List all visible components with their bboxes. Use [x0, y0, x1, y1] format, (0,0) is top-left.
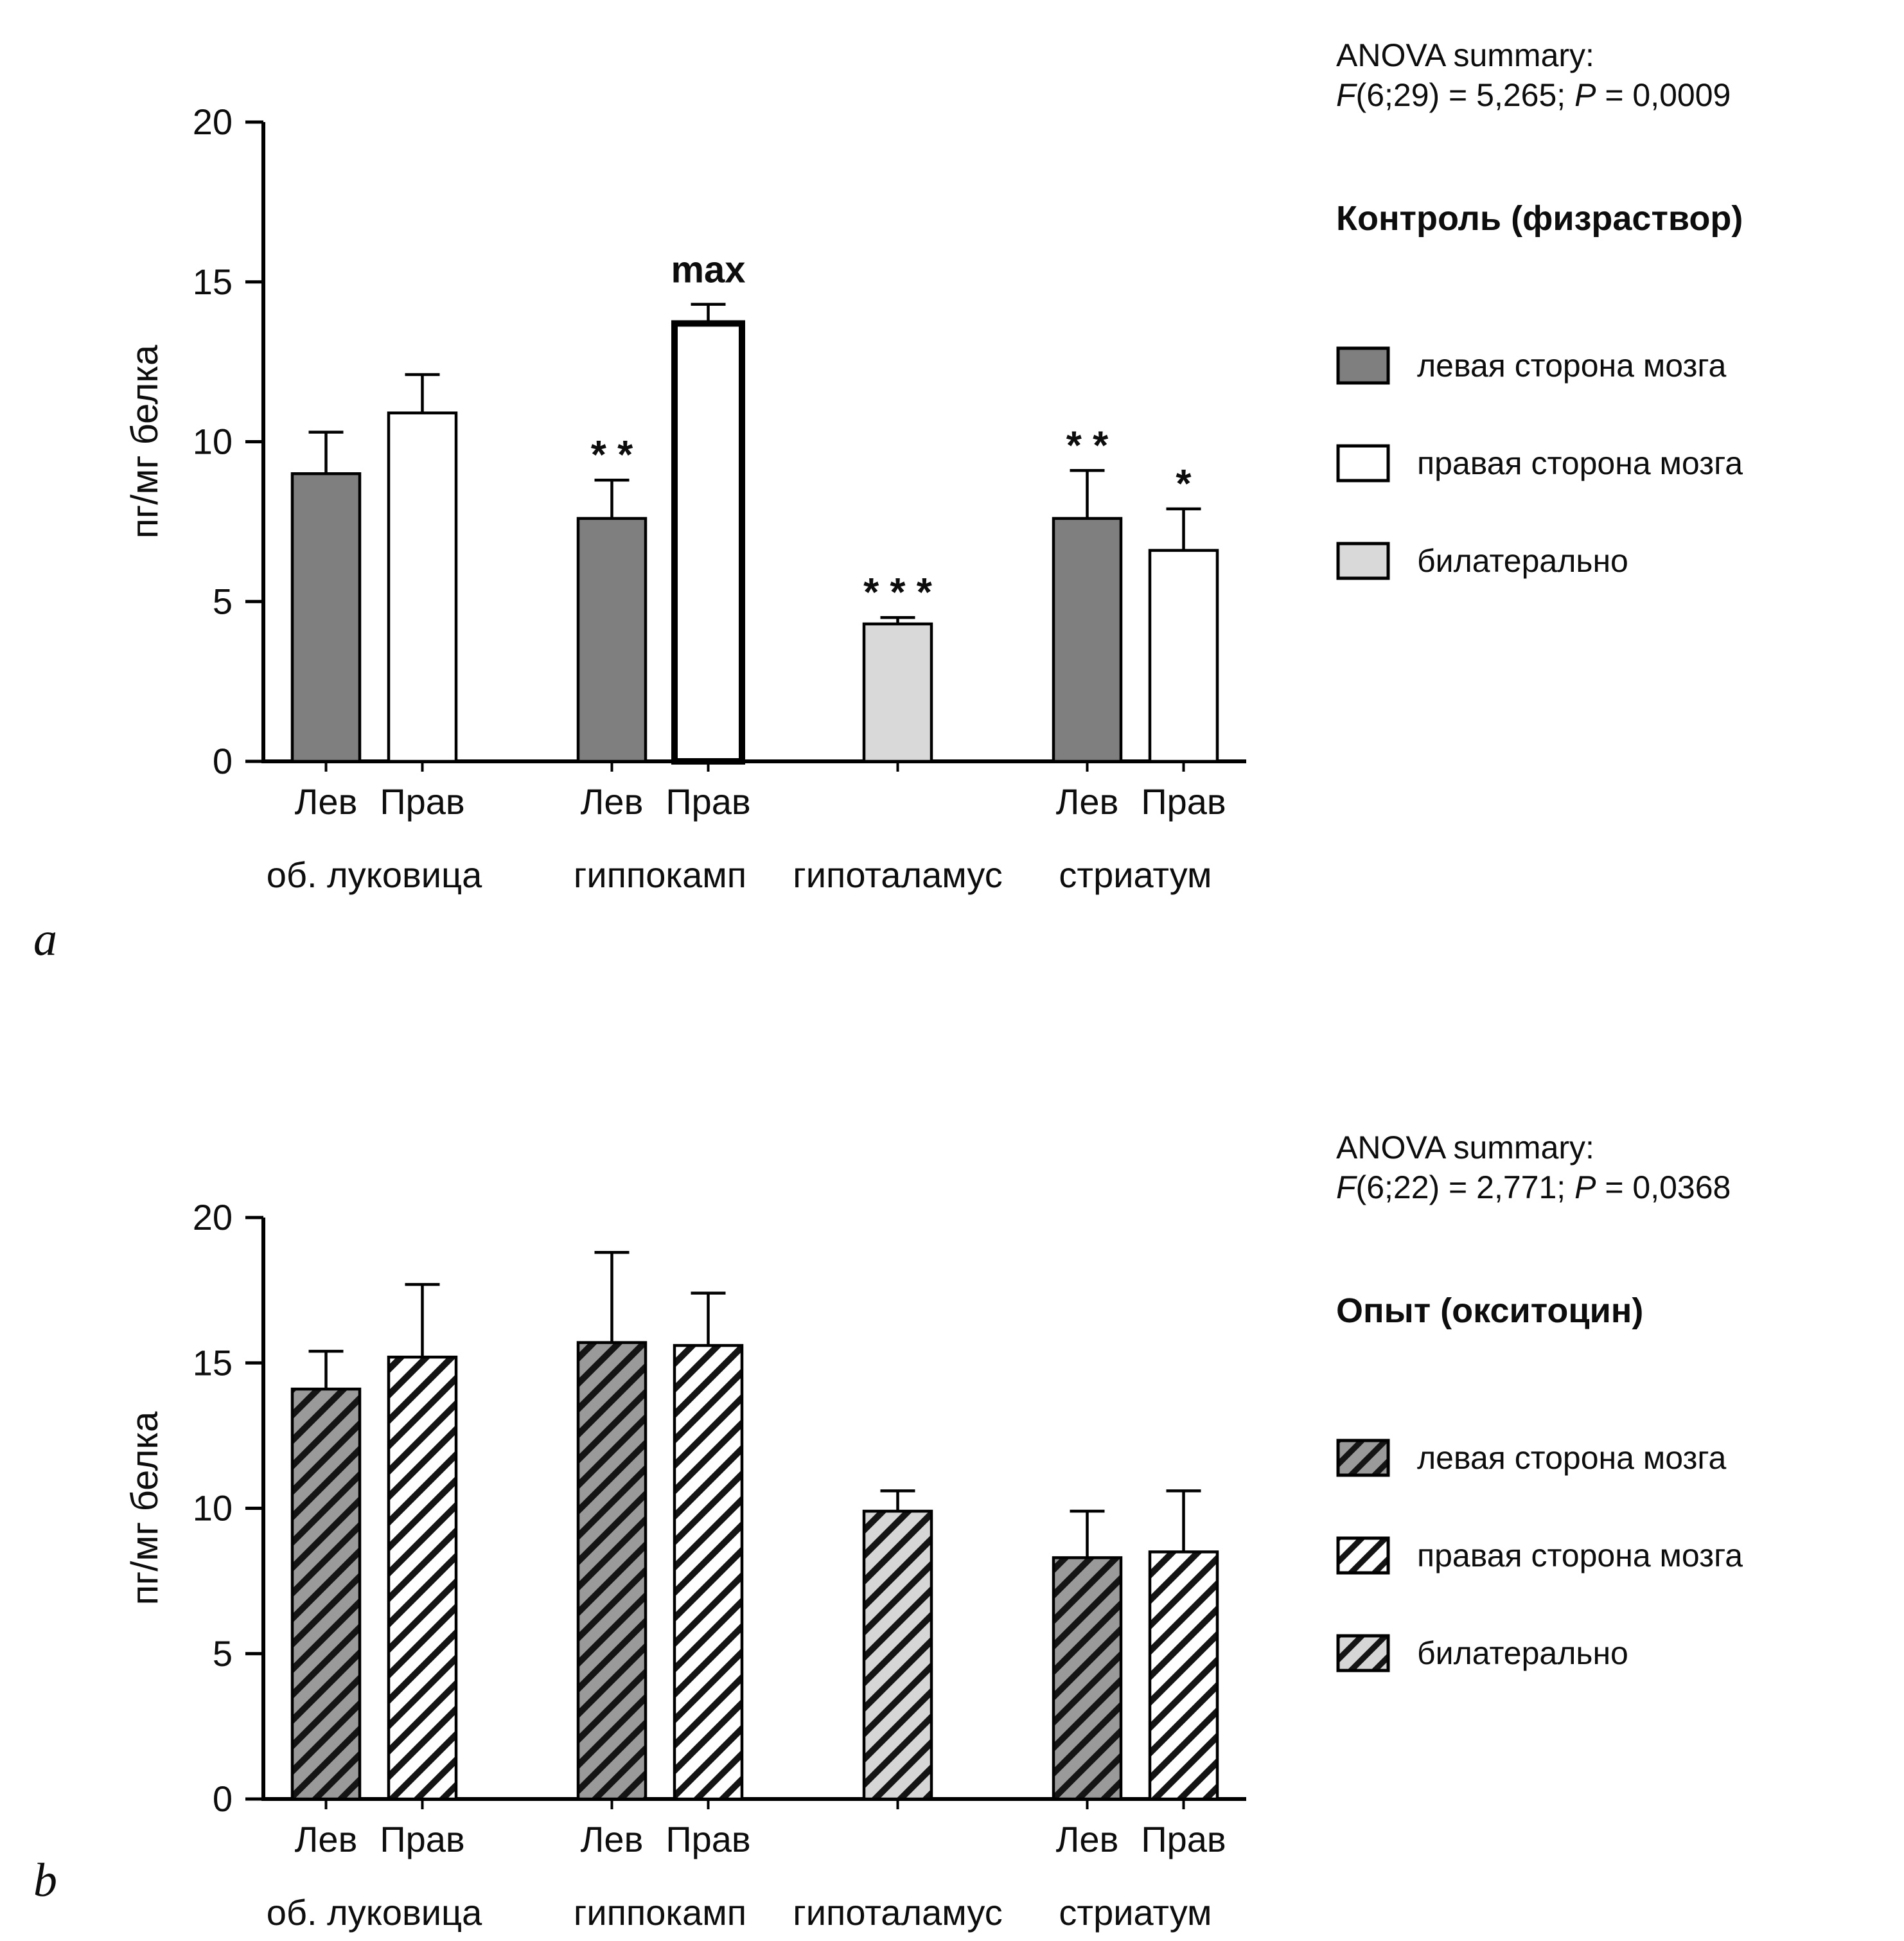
group-label: гиппокамп	[574, 855, 746, 895]
legend-block-control: ANOVA summary: F(6;29) = 5,265; P = 0,00…	[1336, 35, 1895, 639]
y-tick-label: 0	[213, 741, 233, 781]
bilateral-swatch-icon	[1336, 542, 1390, 580]
significance-marker: *	[1176, 462, 1192, 506]
y-tick-label: 15	[193, 1342, 233, 1383]
x-tick-label: Лев	[295, 1819, 358, 1859]
legend-label: левая сторона мозга	[1417, 1440, 1727, 1476]
anova-title: ANOVA summary:	[1336, 37, 1594, 73]
x-tick-label: Прав	[666, 781, 750, 822]
legend-label: билатерально	[1417, 1635, 1628, 1671]
anova-summary: ANOVA summary: F(6;22) = 2,771; P = 0,03…	[1336, 1128, 1895, 1207]
bar-3-right	[1148, 1550, 1219, 1801]
anova-stats: F(6;29) = 5,265; P = 0,0009	[1336, 77, 1731, 113]
panel-b: 0 5 10 15 20 пг/мг белка Лев Прав об. луковица Ле…	[0, 1092, 1904, 1941]
bar-3-left	[1052, 517, 1123, 763]
y-axis-label: пг/мг белка	[124, 1411, 166, 1605]
x-tick-label: Прав	[1141, 1819, 1226, 1859]
y-axis-label: пг/мг белка	[124, 344, 166, 538]
anova-title: ANOVA summary:	[1336, 1130, 1594, 1165]
bar-0-right	[387, 1355, 458, 1801]
legend-list: левая сторона мозга правая сторона мозга б…	[1336, 1439, 1895, 1672]
bar-3-left	[1052, 1556, 1123, 1801]
right-swatch-icon	[1336, 444, 1390, 483]
y-tick-label: 20	[193, 1197, 233, 1237]
legend-label: билатерально	[1417, 543, 1628, 579]
x-tick-label: Лев	[295, 781, 358, 822]
significance-marker: * *	[1066, 423, 1109, 468]
x-tick-label: Лев	[1056, 1819, 1119, 1859]
legend-item-bilateral: билатерально	[1336, 1634, 1895, 1672]
x-tick-label: Прав	[666, 1819, 750, 1859]
y-tick-label: 0	[213, 1778, 233, 1819]
panel-letter-b: b	[33, 1854, 57, 1907]
x-tick-label: Прав	[380, 1819, 464, 1859]
legend-label: правая сторона мозга	[1417, 1538, 1743, 1573]
legend-list: левая сторона мозга правая сторона мозга б…	[1336, 346, 1895, 580]
left-swatch-icon	[1336, 346, 1390, 385]
legend-title: Контроль (физраствор)	[1336, 199, 1743, 238]
group-label: стриатум	[1059, 1892, 1212, 1933]
significance-marker: * *	[591, 433, 633, 477]
panel-letter-a: a	[33, 913, 57, 966]
legend-item-left: левая сторона мозга	[1336, 346, 1895, 385]
legend-item-left: левая сторона мозга	[1336, 1439, 1895, 1477]
group-label: об. луковица	[267, 855, 482, 895]
bar-1-right	[673, 1343, 744, 1801]
group-label: гиппокамп	[574, 1892, 746, 1933]
bilateral-swatch-icon	[1336, 1634, 1390, 1672]
bar-chart-oxytocin: 0 5 10 15 20 пг/мг белка Лев Прав об. луковица Ле…	[124, 1197, 1246, 1933]
x-tick-label: Прав	[1141, 781, 1226, 822]
bar-2-bilateral	[862, 622, 933, 763]
legend-item-bilateral: билатерально	[1336, 542, 1895, 580]
x-tick-label: Прав	[380, 781, 464, 822]
group-label: стриатум	[1059, 855, 1212, 895]
y-tick-label: 5	[213, 581, 233, 621]
right-swatch-icon	[1336, 1536, 1390, 1575]
bar-0-left	[290, 1387, 362, 1801]
bar-0-left	[290, 472, 362, 763]
bar-chart-control: 0 5 10 15 20 пг/мг белка Лев Прав об. луковица Ле…	[124, 102, 1246, 895]
legend-label: правая сторона мозга	[1417, 445, 1743, 481]
panel-a: 0 5 10 15 20 пг/мг белка Лев Прав об. луковица Ле…	[33, 35, 1895, 966]
bar-1-right	[671, 320, 745, 765]
bar-2-bilateral	[862, 1509, 933, 1801]
y-tick-label: 5	[213, 1633, 233, 1674]
y-tick-label: 15	[193, 261, 233, 302]
y-tick-label: 20	[193, 102, 233, 142]
bar-1-left	[576, 517, 648, 763]
y-tick-label: 10	[193, 421, 233, 462]
group-label: об. луковица	[267, 1892, 482, 1933]
bar-1-left	[576, 1341, 648, 1801]
bar-0-right	[387, 411, 458, 763]
x-tick-label: Лев	[581, 1819, 644, 1859]
anova-summary: ANOVA summary: F(6;29) = 5,265; P = 0,00…	[1336, 35, 1895, 115]
left-swatch-icon	[1336, 1439, 1390, 1477]
legend-item-right: правая сторона мозга	[1336, 444, 1895, 483]
legend-title: Опыт (окситоцин)	[1336, 1291, 1644, 1330]
group-label: гипоталамус	[793, 855, 1002, 895]
x-tick-label: Лев	[581, 781, 644, 822]
bar-3-right	[1148, 549, 1219, 763]
max-annotation: max	[671, 249, 745, 291]
x-tick-label: Лев	[1056, 781, 1119, 822]
legend-item-right: правая сторона мозга	[1336, 1536, 1895, 1575]
significance-marker: * * *	[863, 571, 933, 615]
legend-label: левая сторона мозга	[1417, 348, 1727, 384]
anova-stats: F(6;22) = 2,771; P = 0,0368	[1336, 1169, 1731, 1205]
group-label: гипоталамус	[793, 1892, 1002, 1933]
y-tick-label: 10	[193, 1488, 233, 1529]
legend-block-oxytocin: ANOVA summary: F(6;22) = 2,771; P = 0,03…	[1336, 1128, 1895, 1732]
